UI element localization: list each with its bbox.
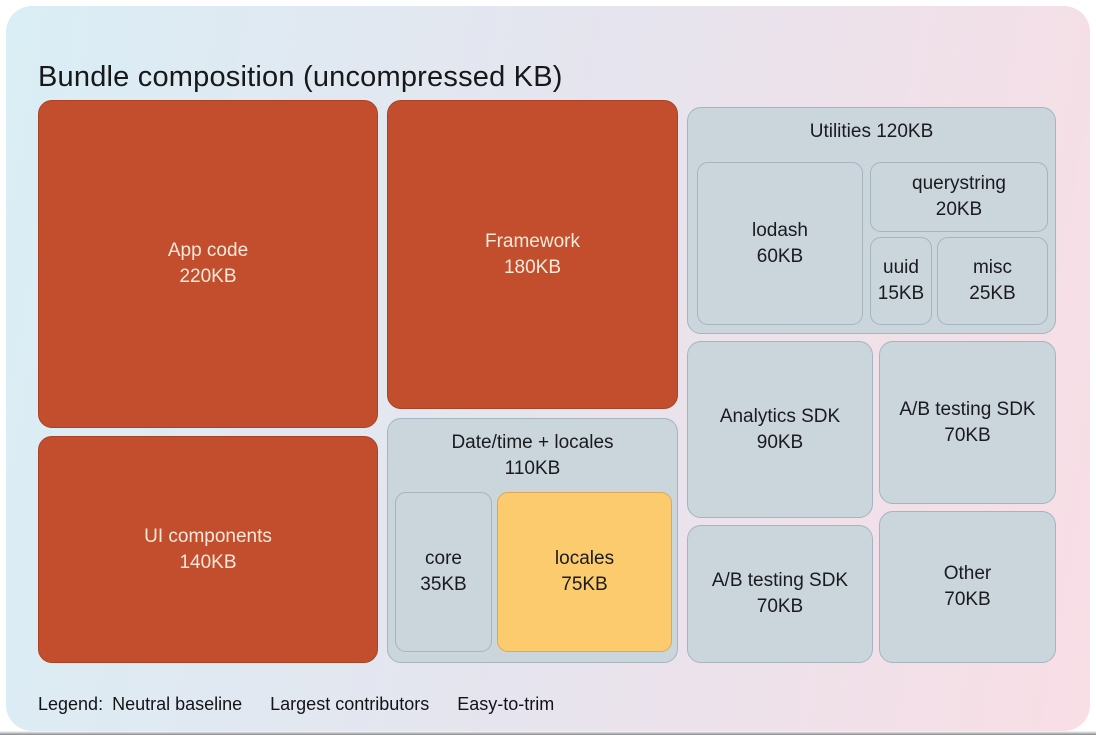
legend: Legend: Neutral baseline Largest contrib…	[38, 694, 554, 715]
treemap: App code 220KB UI components 140KB Framework…	[6, 6, 1090, 731]
treemap-node-label: lodash 60KB	[752, 219, 808, 267]
treemap-node-app-code: App code 220KB	[38, 100, 378, 428]
treemap-node-label: A/B testing SDK 70KB	[899, 398, 1036, 446]
treemap-node-ui-components: UI components 140KB	[38, 436, 378, 663]
treemap-node-label: UI components 140KB	[144, 525, 272, 573]
legend-item-neutral-baseline: Neutral baseline	[112, 694, 243, 714]
treemap-node-misc: misc 25KB	[937, 237, 1048, 325]
treemap-node-label: Utilities 120KB	[809, 121, 934, 142]
treemap-node-label: querystring 20KB	[912, 173, 1006, 220]
chart-card: Bundle composition (uncompressed KB) App…	[6, 6, 1090, 731]
legend-item-largest-contributors: Largest contributors	[270, 694, 430, 714]
treemap-node-querystring: querystring 20KB	[870, 162, 1048, 232]
treemap-node-ab-testing-sdk-2: A/B testing SDK 70KB	[687, 525, 873, 663]
treemap-node-label: Analytics SDK 90KB	[719, 405, 841, 453]
treemap-node-label: core 35KB	[420, 548, 467, 595]
treemap-node-label: uuid 15KB	[877, 257, 925, 304]
screen-bottom-edge	[0, 731, 1096, 735]
legend-prefix: Legend:	[38, 694, 104, 714]
treemap-node-ab-testing-sdk-1: A/B testing SDK 70KB	[879, 341, 1056, 504]
treemap-node-core: core 35KB	[395, 492, 492, 652]
treemap-node-label: A/B testing SDK 70KB	[711, 570, 849, 617]
treemap-node-lodash: lodash 60KB	[697, 162, 863, 325]
treemap-node-label: misc 25KB	[969, 257, 1016, 304]
treemap-node-label: locales 75KB	[554, 548, 615, 595]
legend-item-easy-to-trim: Easy-to-trim	[457, 694, 555, 714]
treemap-node-label: App code 220KB	[167, 240, 249, 287]
treemap-node-uuid: uuid 15KB	[870, 237, 932, 325]
treemap-node-framework: Framework 180KB	[387, 100, 678, 409]
page-title: Bundle composition (uncompressed KB)	[38, 61, 563, 94]
treemap-node-analytics-sdk: Analytics SDK 90KB	[687, 341, 873, 518]
treemap-node-locales: locales 75KB	[497, 492, 672, 652]
treemap-node-label: Framework 180KB	[484, 230, 580, 278]
treemap-node-label: Other 70KB	[943, 563, 992, 610]
treemap-node-label: Date/time + locales 110KB	[451, 432, 614, 479]
treemap-node-other: Other 70KB	[879, 511, 1056, 663]
